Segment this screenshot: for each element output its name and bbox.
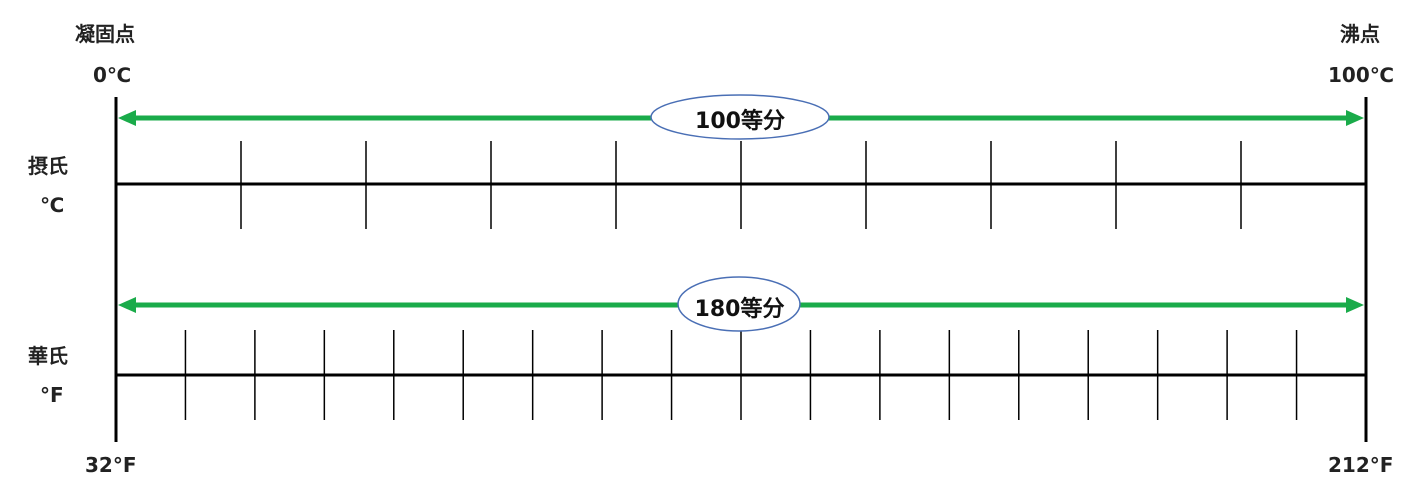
freezing-point-label: 凝固点 (75, 22, 135, 46)
fahrenheit-arrowhead-right (1346, 297, 1364, 313)
boiling-point-label: 沸点 (1340, 22, 1380, 46)
fahrenheit-low-label: 32°F (85, 453, 137, 477)
fahrenheit-name-label: 華氏 (28, 344, 68, 368)
celsius-hundred-label: 100℃ (1328, 63, 1394, 87)
celsius-divisions-ellipse (650, 94, 830, 140)
fahrenheit-high-label: 212°F (1328, 453, 1394, 477)
celsius-zero-label: 0℃ (93, 63, 132, 87)
celsius-unit-label: ℃ (40, 193, 65, 217)
fahrenheit-unit-label: °F (40, 383, 64, 407)
celsius-arrowhead-left (118, 110, 136, 126)
fahrenheit-divisions-label: 180等分 (694, 297, 785, 322)
fahrenheit-divisions-ellipse (677, 276, 801, 332)
celsius-name-label: 摂氏 (28, 154, 68, 178)
celsius-arrowhead-right (1346, 110, 1364, 126)
celsius-divisions-label: 100等分 (695, 109, 785, 134)
fahrenheit-arrowhead-left (118, 297, 136, 313)
